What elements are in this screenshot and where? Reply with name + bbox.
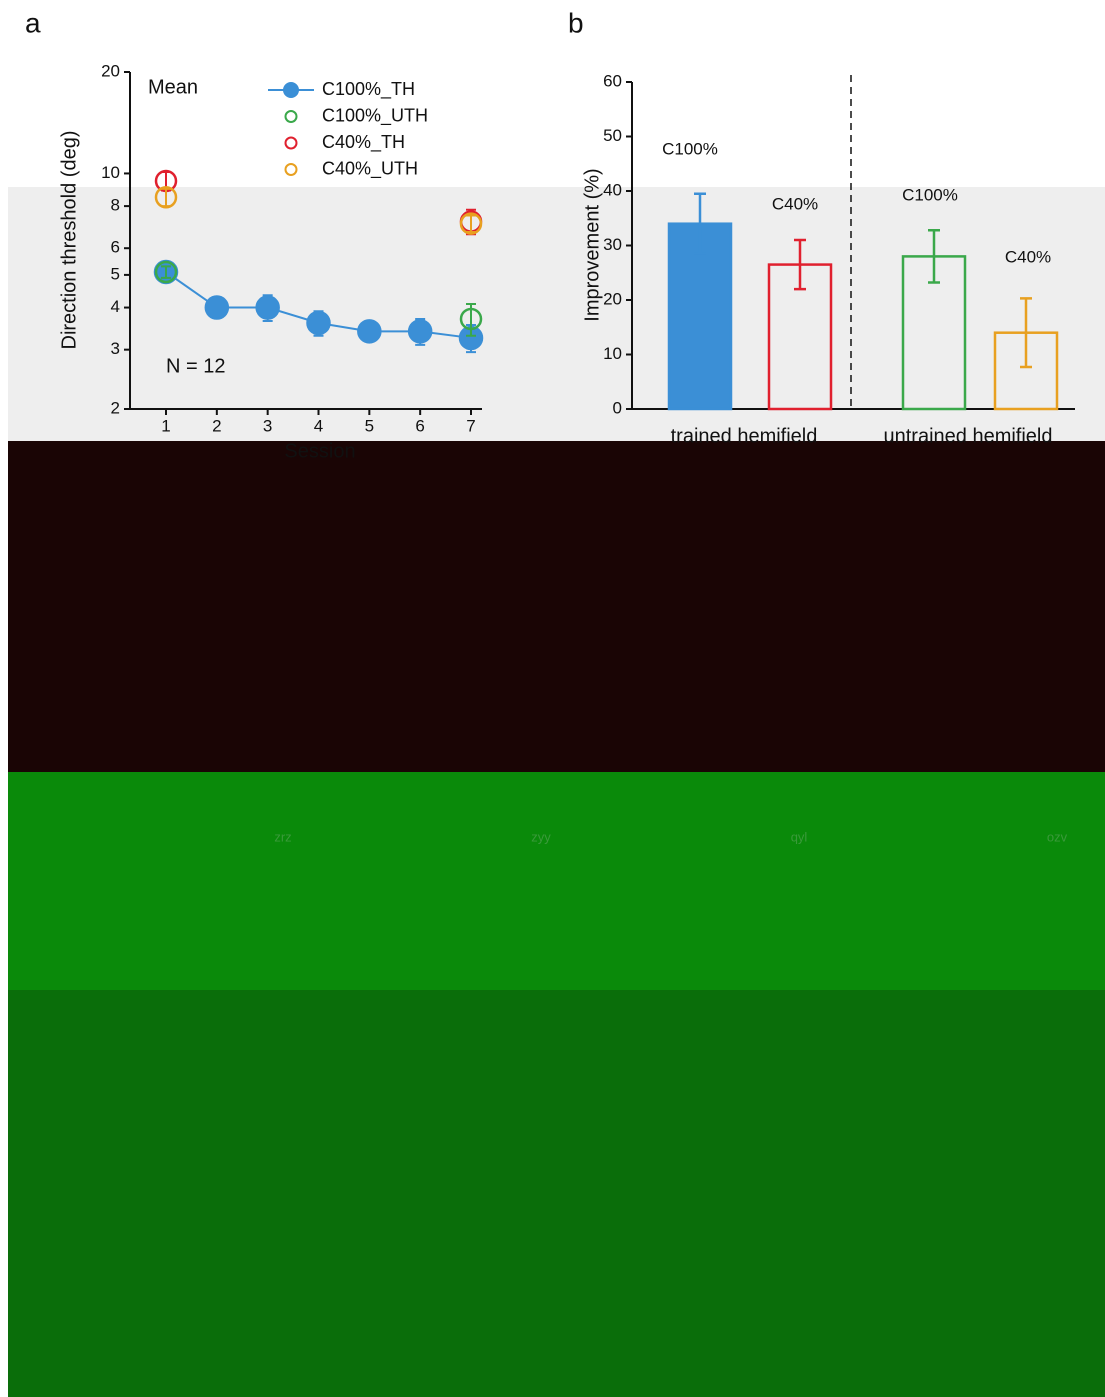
legend-label: C100%_TH: [322, 79, 415, 100]
subject-label: zyy: [531, 829, 551, 844]
x-tick-label: 7: [466, 416, 475, 435]
x-tick-label: 3: [263, 416, 272, 435]
data-point: [257, 297, 279, 319]
bar-label: C100%: [902, 185, 958, 204]
dark-green-band: [8, 990, 1105, 1397]
legend-marker: [286, 164, 297, 175]
subject-label: qyl: [791, 829, 808, 844]
title: Mean: [148, 76, 198, 98]
x-tick-label: 5: [365, 416, 374, 435]
green-band: [8, 772, 1105, 990]
subject-label: ozv: [1047, 829, 1068, 844]
legend-marker: [286, 111, 297, 122]
legend-marker: [284, 83, 298, 97]
y-tick-label: 20: [101, 61, 120, 80]
panel-label: b: [568, 7, 584, 38]
y-axis-label: Direction threshold (deg): [58, 131, 80, 350]
group-label: trained hemifield: [671, 425, 818, 447]
y-tick-label: 40: [603, 180, 622, 199]
y-axis-label: Improvement (%): [581, 168, 603, 321]
annotation: N = 12: [166, 355, 225, 377]
data-point: [409, 320, 431, 342]
bar-label: C100%: [662, 139, 718, 158]
panel-label: a: [25, 7, 41, 38]
legend-label: C100%_UTH: [322, 105, 428, 126]
x-tick-label: 2: [212, 416, 221, 435]
dark-band: [8, 441, 1105, 772]
y-tick-label: 4: [111, 297, 120, 316]
group-label: untrained hemifield: [884, 425, 1053, 447]
bar-label: C40%: [1005, 247, 1051, 266]
y-tick-label: 10: [101, 163, 120, 182]
y-tick-label: 5: [111, 264, 120, 283]
x-tick-label: 6: [415, 416, 424, 435]
x-tick-label: 4: [314, 416, 323, 435]
legend-label: C40%_TH: [322, 132, 405, 153]
x-tick-label: 1: [161, 416, 170, 435]
y-tick-label: 3: [111, 339, 120, 358]
subject-label: zrz: [274, 829, 291, 844]
data-point: [206, 297, 228, 319]
legend-marker: [286, 138, 297, 149]
data-point: [358, 320, 380, 342]
figure: a Mean N = 12 Direction threshold (deg) Sess…: [0, 0, 1105, 1397]
y-tick-label: 8: [111, 196, 120, 215]
y-tick-label: 0: [613, 398, 622, 417]
bar-label: C40%: [772, 194, 818, 213]
y-tick-label: 60: [603, 71, 622, 90]
y-tick-label: 6: [111, 238, 120, 257]
x-axis-label: Session: [284, 440, 355, 462]
data-point: [308, 312, 330, 334]
y-tick-label: 2: [111, 398, 120, 417]
y-tick-label: 50: [603, 126, 622, 145]
y-tick-label: 20: [603, 289, 622, 308]
panel-background: [8, 187, 1105, 441]
y-tick-label: 10: [603, 344, 622, 363]
y-tick-label: 30: [603, 235, 622, 254]
legend-label: C40%_UTH: [322, 158, 418, 179]
